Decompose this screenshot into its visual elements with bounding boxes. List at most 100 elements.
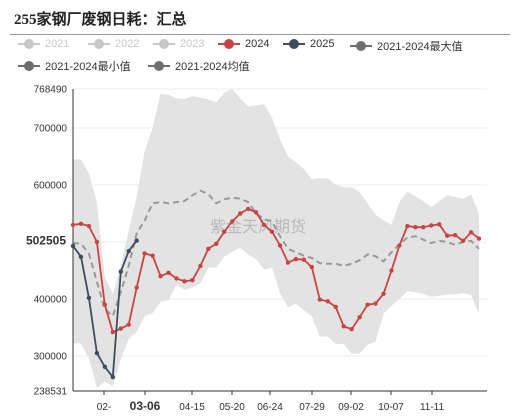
data-point-2024 <box>309 264 315 270</box>
y-tick-label: 400000 <box>34 294 68 305</box>
data-point-2024 <box>134 285 139 290</box>
legend-swatch-icon <box>18 39 40 49</box>
data-point-2024 <box>317 297 323 302</box>
data-point-2024 <box>70 222 76 228</box>
series-line-average <box>72 189 480 318</box>
y-tick-label: 600000 <box>34 181 68 192</box>
data-point-2025 <box>102 364 108 369</box>
data-point-2024 <box>78 221 84 226</box>
legend-swatch-icon <box>350 41 372 51</box>
x-tick-label: 04-15 <box>179 402 205 413</box>
data-point-2024 <box>452 232 458 238</box>
y-tick-label: 238531 <box>34 387 68 398</box>
data-point-2024 <box>325 299 330 304</box>
data-point-2024 <box>94 239 100 245</box>
legend-label: 2022 <box>115 38 140 50</box>
data-point-2024 <box>405 223 410 229</box>
data-point-2024 <box>397 243 402 248</box>
x-tick-label: 09-02 <box>338 402 364 413</box>
value-callout: 502505 <box>26 234 66 248</box>
data-point-2024 <box>214 241 219 246</box>
data-point-2024 <box>381 291 386 297</box>
data-point-2024 <box>182 279 187 284</box>
legend-item-5[interactable]: 2021-2024最大值 <box>350 38 463 54</box>
legend-swatch-icon <box>88 39 110 49</box>
data-point-2024 <box>269 229 275 234</box>
legend-swatch-icon <box>283 39 305 49</box>
data-point-2024 <box>277 243 283 248</box>
chart-title: 255家钢厂废钢日耗：汇总 <box>14 12 187 28</box>
legend-label: 2021-2024均值 <box>175 61 250 73</box>
legend-swatch-icon <box>18 61 40 71</box>
data-point-2025 <box>78 254 84 260</box>
data-point-2024 <box>166 270 171 275</box>
data-point-2025 <box>134 238 139 243</box>
data-point-2024 <box>285 260 291 265</box>
data-point-2024 <box>118 326 123 331</box>
title-divider <box>10 34 510 35</box>
data-point-2024 <box>245 206 251 212</box>
value-callout-box <box>14 231 70 250</box>
legend-swatch-icon <box>153 39 175 49</box>
data-point-2024 <box>190 277 195 283</box>
legend-swatch-icon <box>218 39 240 49</box>
series-line-2024 <box>72 207 480 334</box>
data-point-2024 <box>460 238 466 244</box>
legend-item-6[interactable]: 2021-2024最小值 <box>18 58 131 74</box>
legend-label: 2021-2024最大值 <box>377 41 463 53</box>
data-point-2024 <box>261 222 267 228</box>
data-point-2024 <box>206 246 211 252</box>
legend-label: 2021-2024最小值 <box>45 61 131 73</box>
data-point-2025 <box>70 243 76 249</box>
data-point-2024 <box>301 257 307 262</box>
y-tick-label: 700000 <box>34 124 68 135</box>
data-point-2024 <box>110 329 116 335</box>
x-tick-label: 07-29 <box>299 402 325 413</box>
data-point-2024 <box>174 276 179 281</box>
legend-label: 2025 <box>310 38 335 50</box>
legend-label: 2023 <box>180 38 205 50</box>
data-point-2024 <box>413 224 418 230</box>
data-point-2024 <box>230 219 235 224</box>
x-tick-label: 06-24 <box>257 402 283 413</box>
legend-item-3[interactable]: 2024 <box>218 38 269 50</box>
data-point-2024 <box>222 229 227 234</box>
data-point-2025 <box>126 248 131 254</box>
legend-label: 2024 <box>245 38 270 50</box>
data-point-2025 <box>94 350 100 356</box>
data-point-2024 <box>102 302 108 307</box>
x-tick-label: 03-06 <box>130 399 161 413</box>
data-point-2024 <box>198 263 203 269</box>
legend-item-2[interactable]: 2023 <box>153 38 204 50</box>
x-tick-label: 02- <box>97 402 111 413</box>
data-point-2024 <box>341 324 346 329</box>
y-tick-label: 300000 <box>34 351 68 362</box>
data-point-2024 <box>444 233 450 238</box>
data-point-2024 <box>293 256 299 262</box>
data-point-2024 <box>421 224 426 230</box>
data-point-2024 <box>373 301 378 306</box>
data-point-2025 <box>86 295 92 301</box>
data-point-2024 <box>253 210 259 215</box>
data-point-2024 <box>437 222 442 227</box>
data-point-2024 <box>237 211 243 216</box>
data-point-2024 <box>150 253 155 258</box>
data-point-2024 <box>349 326 354 332</box>
x-tick-label: 05-20 <box>219 402 245 413</box>
y-tick-label: 768490 <box>34 85 68 96</box>
legend-item-4[interactable]: 2025 <box>283 38 334 50</box>
x-tick-label: 11-11 <box>420 402 445 413</box>
data-point-2024 <box>86 223 92 229</box>
data-point-2025 <box>118 269 123 274</box>
data-point-2024 <box>468 230 474 235</box>
data-point-2024 <box>142 251 147 256</box>
legend-item-1[interactable]: 2022 <box>88 38 139 50</box>
data-point-2024 <box>333 304 338 310</box>
data-point-2024 <box>476 236 482 241</box>
legend-item-0[interactable]: 2021 <box>18 38 69 50</box>
legend-label: 2021 <box>45 38 70 50</box>
data-point-2024 <box>158 273 163 279</box>
legend-item-7[interactable]: 2021-2024均值 <box>148 58 250 74</box>
data-point-2024 <box>126 322 131 327</box>
